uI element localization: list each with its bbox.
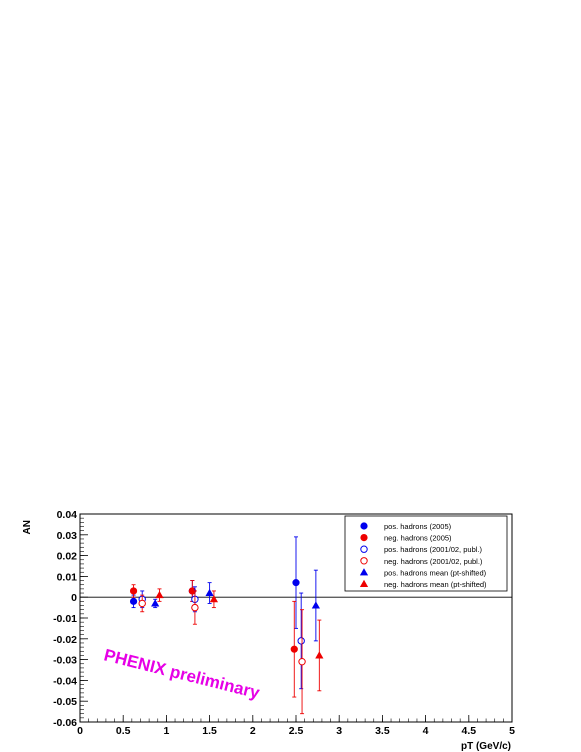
legend-label: pos. hadrons (2001/02, publ.) [384, 545, 482, 554]
data-point [315, 651, 324, 659]
data-point [311, 601, 320, 609]
legend-marker [360, 533, 368, 542]
data-point [290, 645, 298, 653]
legend-label: pos. hadrons (2005) [384, 522, 452, 531]
legend-label: neg. hadrons (2001/02, publ.) [384, 557, 483, 566]
data-point [151, 599, 160, 607]
x-tick-label: 3.5 [375, 725, 390, 737]
data-point [205, 588, 214, 597]
legend-label: pos. hadrons mean (pt-shifted) [384, 568, 487, 577]
x-axis-title: pT (GeV/c) [461, 741, 511, 752]
axis-ticks: 0 0.5 1 1.5 2 2.5 3 3.5 4 4.5 50.040.030.020.010-0… [53, 509, 515, 737]
series-4 [151, 569, 320, 642]
y-tick-label: -0.06 [53, 717, 77, 729]
x-tick-label: 3 [336, 725, 342, 737]
data-point [298, 657, 306, 666]
data-point [191, 603, 199, 612]
data-point [138, 599, 146, 608]
legend-label: neg. hadrons (2005) [384, 534, 452, 543]
data-markers [129, 536, 324, 715]
x-tick-label: 0 [77, 725, 83, 737]
x-tick-label: 5 [509, 725, 515, 737]
legend-marker [360, 522, 368, 530]
data-point [292, 579, 300, 587]
x-tick-label: 1.5 [202, 725, 217, 737]
data-point [129, 597, 138, 605]
x-tick-label: 2 [250, 725, 256, 737]
y-tick-label: 0.04 [57, 509, 78, 521]
y-tick-label: 0.01 [57, 571, 78, 583]
data-point [297, 637, 305, 645]
x-tick-label: 0.5 [116, 725, 131, 737]
legend: pos. hadrons (2005) neg. hadrons (2005) po… [344, 515, 508, 592]
series-3 [138, 590, 306, 715]
data-point [129, 587, 138, 595]
y-tick-label: -0.04 [53, 675, 77, 687]
y-tick-label: -0.03 [53, 655, 77, 667]
x-tick-label: 2.5 [289, 725, 304, 737]
y-tick-label: -0.02 [53, 634, 77, 646]
legend-box [344, 515, 508, 592]
legend-label: neg. hadrons mean (pt-shifted) [384, 580, 487, 589]
data-point [209, 595, 219, 603]
y-tick-label: 0 [71, 592, 77, 604]
legend-marker [359, 579, 369, 588]
x-tick-label: 4 [423, 725, 429, 737]
legend-marker [360, 545, 368, 553]
y-tick-label: 0.02 [57, 551, 78, 563]
y-tick-label: -0.01 [53, 613, 77, 625]
plot-frame [79, 513, 513, 723]
y-tick-label: -0.05 [53, 696, 77, 708]
y-axis-title: AN [22, 520, 33, 534]
y-tick-label: 0.03 [57, 530, 78, 542]
x-tick-label: 1 [163, 725, 169, 737]
legend-marker [360, 557, 368, 565]
legend-entries: pos. hadrons (2005) neg. hadrons (2005) po… [359, 522, 487, 589]
x-tick-label: 4.5 [461, 725, 476, 737]
data-point [155, 590, 164, 599]
legend-marker [359, 568, 369, 576]
series-5 [155, 588, 324, 692]
